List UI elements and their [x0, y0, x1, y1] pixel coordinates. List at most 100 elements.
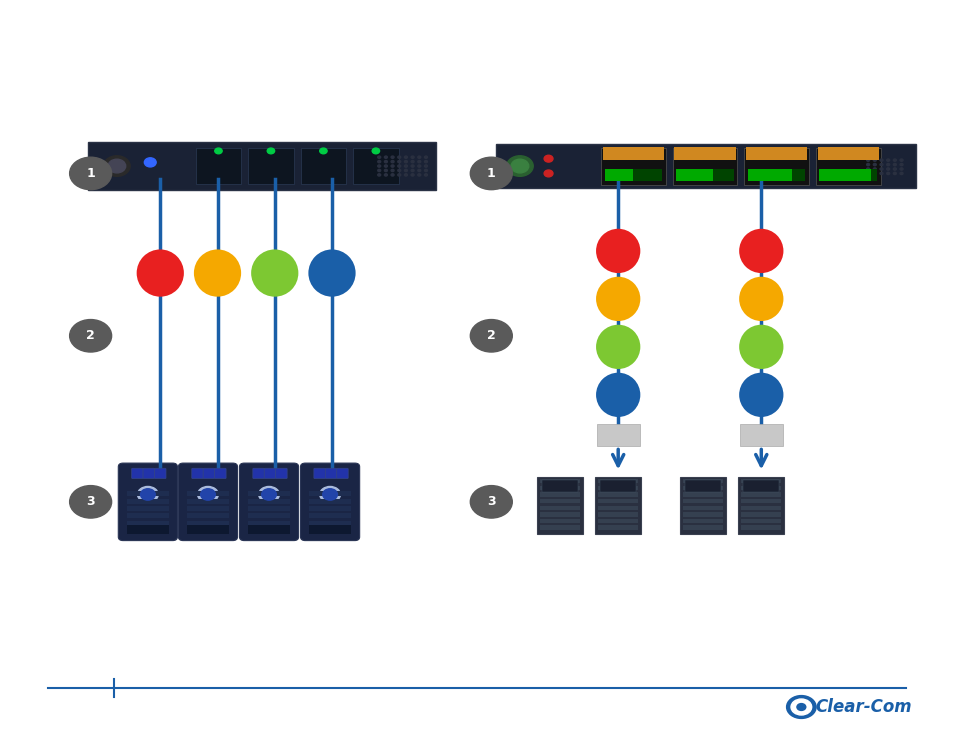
Bar: [747, 169, 804, 181]
Bar: [309, 514, 351, 518]
Circle shape: [104, 156, 130, 176]
Bar: [676, 169, 733, 181]
Circle shape: [872, 163, 876, 166]
Circle shape: [384, 160, 387, 163]
Circle shape: [377, 165, 380, 168]
Circle shape: [391, 173, 394, 176]
Bar: [815, 148, 880, 184]
Bar: [672, 148, 737, 184]
Bar: [248, 492, 290, 497]
Bar: [187, 521, 229, 525]
Circle shape: [786, 696, 815, 718]
Circle shape: [417, 169, 420, 172]
Ellipse shape: [193, 249, 241, 297]
Bar: [248, 499, 290, 504]
Circle shape: [417, 173, 420, 176]
Bar: [740, 499, 781, 503]
Bar: [679, 477, 725, 534]
Circle shape: [543, 170, 553, 177]
Circle shape: [865, 159, 869, 162]
Circle shape: [70, 157, 112, 190]
Text: 3: 3: [86, 495, 95, 508]
Circle shape: [397, 173, 400, 176]
Bar: [127, 492, 169, 497]
Bar: [599, 480, 636, 492]
Circle shape: [424, 173, 427, 176]
Circle shape: [892, 163, 896, 166]
Bar: [127, 521, 169, 525]
Bar: [309, 506, 351, 511]
Circle shape: [424, 160, 427, 163]
Bar: [597, 424, 639, 446]
Bar: [127, 525, 169, 534]
Bar: [539, 525, 579, 530]
Bar: [248, 148, 294, 184]
Bar: [604, 169, 633, 181]
Bar: [598, 519, 638, 523]
FancyBboxPatch shape: [192, 469, 203, 479]
Bar: [195, 148, 241, 184]
Circle shape: [377, 173, 380, 176]
FancyBboxPatch shape: [239, 463, 298, 540]
Bar: [598, 512, 638, 517]
Bar: [598, 479, 638, 483]
Circle shape: [261, 489, 276, 500]
Circle shape: [404, 173, 407, 176]
Bar: [187, 499, 229, 504]
Text: 1: 1: [86, 167, 95, 180]
FancyBboxPatch shape: [154, 469, 166, 479]
Bar: [89, 142, 436, 190]
Circle shape: [397, 160, 400, 163]
Bar: [604, 169, 661, 181]
Ellipse shape: [596, 325, 639, 369]
Text: Clear-Com: Clear-Com: [814, 698, 911, 716]
Bar: [682, 492, 722, 497]
FancyBboxPatch shape: [143, 469, 154, 479]
Bar: [539, 492, 579, 497]
Circle shape: [137, 486, 158, 503]
Bar: [738, 477, 783, 534]
Text: 2: 2: [486, 329, 496, 342]
Bar: [309, 528, 351, 533]
Circle shape: [892, 159, 896, 162]
Bar: [248, 528, 290, 533]
Circle shape: [372, 148, 379, 154]
Bar: [600, 148, 665, 184]
Circle shape: [404, 156, 407, 159]
Bar: [248, 514, 290, 518]
Bar: [539, 519, 579, 523]
Circle shape: [470, 486, 512, 518]
FancyBboxPatch shape: [253, 469, 264, 479]
Bar: [740, 525, 781, 530]
Bar: [740, 506, 781, 510]
Bar: [602, 147, 663, 160]
Circle shape: [197, 486, 218, 503]
Circle shape: [322, 489, 337, 500]
Circle shape: [885, 168, 889, 170]
Circle shape: [397, 169, 400, 172]
Bar: [309, 499, 351, 504]
Ellipse shape: [596, 277, 639, 321]
Circle shape: [899, 172, 902, 175]
Bar: [248, 521, 290, 525]
Bar: [682, 512, 722, 517]
Bar: [740, 492, 781, 497]
Bar: [598, 499, 638, 503]
Circle shape: [384, 156, 387, 159]
Bar: [309, 521, 351, 525]
Circle shape: [796, 703, 805, 711]
Circle shape: [377, 160, 380, 163]
Bar: [598, 486, 638, 490]
Bar: [740, 479, 781, 483]
Circle shape: [470, 320, 512, 352]
Circle shape: [108, 159, 126, 173]
Circle shape: [319, 148, 327, 154]
FancyBboxPatch shape: [118, 463, 177, 540]
Circle shape: [377, 169, 380, 172]
Circle shape: [892, 172, 896, 175]
Circle shape: [511, 159, 528, 173]
Bar: [682, 519, 722, 523]
Circle shape: [200, 489, 215, 500]
Circle shape: [404, 165, 407, 168]
Bar: [187, 506, 229, 511]
